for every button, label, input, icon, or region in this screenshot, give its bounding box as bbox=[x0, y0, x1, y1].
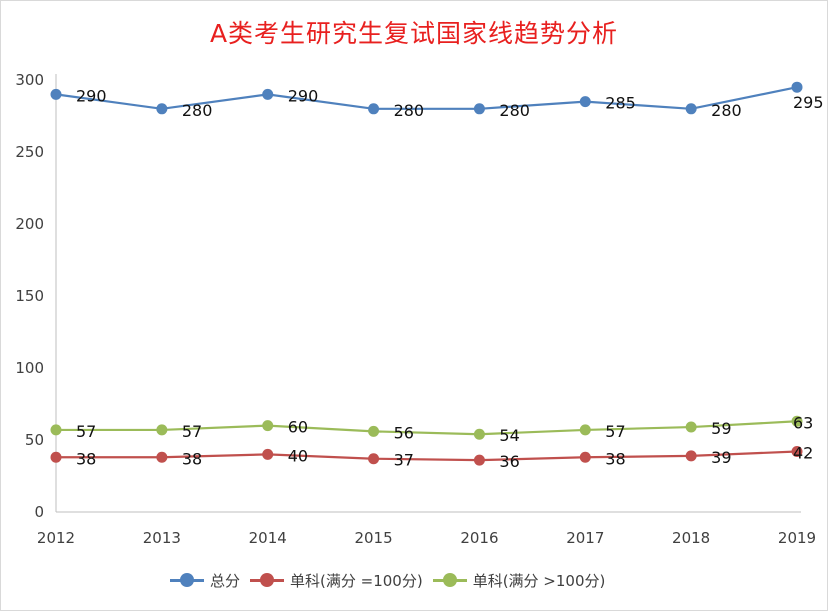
x-tick-label: 2013 bbox=[143, 529, 181, 547]
data-label: 280 bbox=[394, 101, 425, 120]
legend-label: 单科(满分 >100分) bbox=[472, 571, 606, 590]
data-label: 290 bbox=[76, 86, 107, 105]
data-label: 290 bbox=[288, 86, 319, 105]
legend-swatch bbox=[432, 573, 467, 587]
data-label: 38 bbox=[76, 449, 96, 468]
legend-swatch bbox=[170, 573, 204, 587]
y-tick-label: 300 bbox=[15, 71, 44, 89]
data-label: 57 bbox=[182, 422, 202, 441]
legend-swatch bbox=[250, 573, 285, 587]
series-3: 57 57 60 56 54 57 59 63 bbox=[50, 413, 813, 445]
x-tick-label: 2017 bbox=[566, 529, 604, 547]
data-point bbox=[473, 454, 485, 466]
series-line bbox=[56, 450, 798, 462]
data-label: 39 bbox=[711, 448, 731, 467]
legend-item: 总分 bbox=[170, 570, 240, 591]
y-tick-label: 200 bbox=[15, 215, 44, 233]
data-label: 63 bbox=[793, 413, 813, 432]
data-label: 54 bbox=[499, 426, 519, 445]
data-point bbox=[791, 81, 803, 93]
data-point bbox=[368, 453, 380, 465]
data-point bbox=[473, 428, 485, 440]
data-label: 280 bbox=[711, 101, 742, 120]
chart-title: A类考生研究生复试国家线趋势分析 bbox=[209, 19, 619, 48]
legend-label: 总分 bbox=[210, 571, 241, 590]
legend: 总分 单科(满分 =100分) 单科(满分 >100分) bbox=[170, 568, 615, 592]
x-tick-label: 2012 bbox=[37, 529, 75, 547]
axes bbox=[55, 74, 801, 513]
data-point bbox=[368, 103, 380, 115]
x-tick-label: 2018 bbox=[672, 529, 710, 547]
tick-labels: 0 50 100 150 200 250 300 2012 2013 2014 2015 2016 20… bbox=[15, 71, 816, 547]
legend-label: 单科(满分 =100分) bbox=[290, 571, 423, 590]
data-label: 280 bbox=[182, 101, 213, 120]
data-label: 59 bbox=[711, 419, 731, 438]
data-point bbox=[473, 103, 485, 115]
legend-item: 单科(满分 >100分) bbox=[432, 570, 606, 591]
data-label: 280 bbox=[499, 101, 530, 120]
series-line bbox=[55, 86, 798, 110]
data-label: 38 bbox=[182, 449, 202, 468]
series-2: 38 38 40 37 36 38 39 42 bbox=[50, 444, 813, 471]
data-point bbox=[579, 451, 591, 463]
data-point bbox=[685, 421, 697, 433]
series-1: 290 280 290 280 280 285 280 295 bbox=[50, 81, 824, 120]
data-label: 38 bbox=[605, 449, 625, 468]
y-tick-label: 50 bbox=[25, 431, 44, 449]
legend-item: 单科(满分 =100分) bbox=[250, 570, 423, 591]
y-tick-label: 0 bbox=[34, 503, 44, 521]
data-point bbox=[50, 424, 62, 436]
data-label: 60 bbox=[288, 418, 308, 437]
data-point bbox=[156, 424, 168, 436]
x-tick-label: 2015 bbox=[354, 529, 392, 547]
data-point bbox=[262, 420, 274, 432]
data-label: 56 bbox=[394, 423, 414, 442]
data-label: 57 bbox=[605, 422, 625, 441]
data-point bbox=[685, 103, 697, 115]
data-point bbox=[262, 448, 274, 460]
data-label: 285 bbox=[605, 94, 636, 113]
data-point bbox=[368, 425, 380, 437]
y-tick-label: 150 bbox=[15, 287, 44, 305]
x-tick-label: 2014 bbox=[249, 529, 287, 547]
data-point bbox=[685, 450, 697, 462]
data-point bbox=[579, 424, 591, 436]
data-point bbox=[156, 103, 168, 115]
data-label: 36 bbox=[499, 452, 519, 471]
data-point bbox=[579, 96, 591, 108]
data-point bbox=[791, 415, 803, 427]
data-label: 37 bbox=[394, 451, 414, 470]
series-layer: 290 280 290 280 280 285 280 295 38 38 40 37 36 38 39 42… bbox=[50, 81, 824, 471]
data-label: 40 bbox=[288, 446, 308, 465]
data-point bbox=[262, 88, 274, 100]
x-tick-label: 2019 bbox=[778, 529, 816, 547]
data-label: 57 bbox=[76, 422, 96, 441]
data-point bbox=[791, 446, 803, 458]
y-tick-label: 100 bbox=[15, 359, 44, 377]
data-point bbox=[50, 451, 62, 463]
data-point bbox=[50, 88, 62, 100]
x-tick-label: 2016 bbox=[460, 529, 498, 547]
data-label: 42 bbox=[793, 444, 813, 463]
data-label: 295 bbox=[793, 93, 824, 112]
y-tick-label: 250 bbox=[15, 143, 44, 161]
series-line bbox=[56, 420, 798, 436]
data-point bbox=[156, 451, 168, 463]
